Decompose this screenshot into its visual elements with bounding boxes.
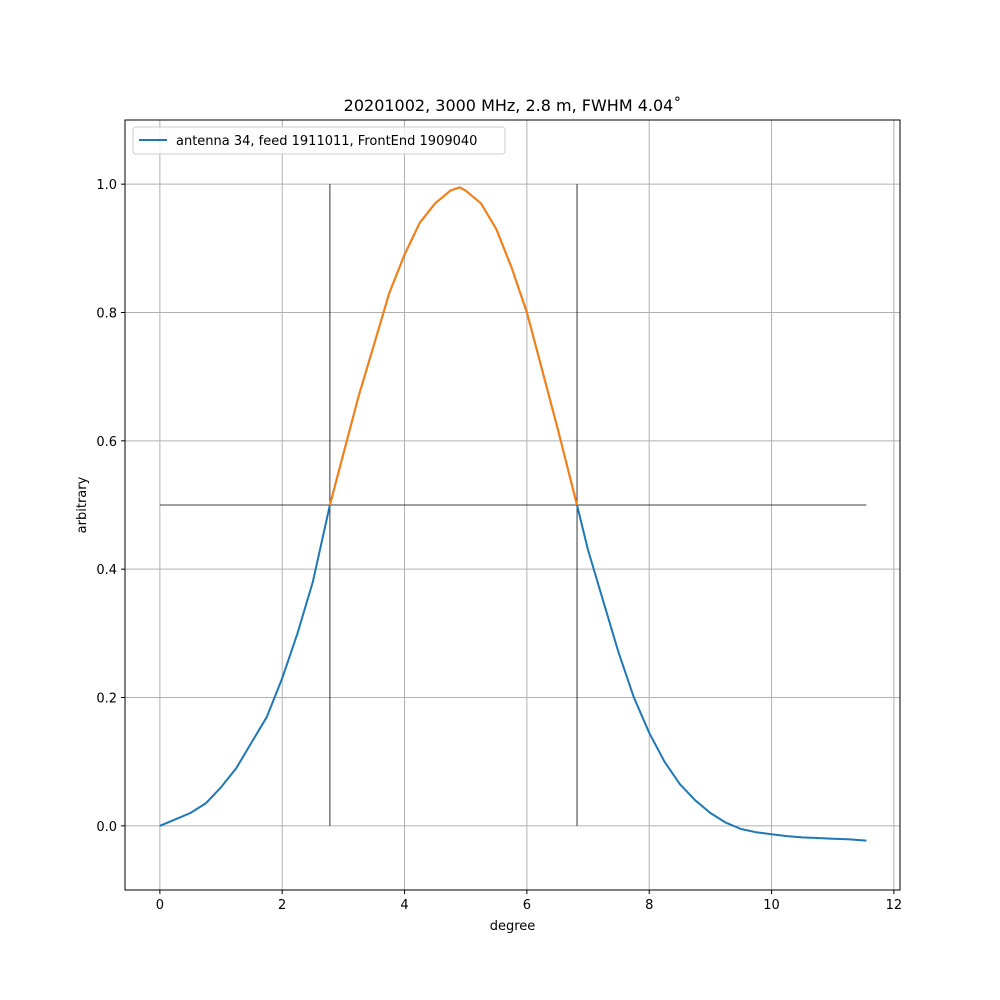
- legend: antenna 34, feed 1911011, FrontEnd 19090…: [132, 126, 506, 155]
- x-tick-label-6: 12: [886, 898, 903, 913]
- x-tick-label-2: 4: [400, 898, 408, 913]
- x-axis-label: degree: [490, 919, 536, 934]
- legend-label: antenna 34, feed 1911011, FrontEnd 19090…: [176, 134, 477, 149]
- y-tick-label-5: 1.0: [96, 178, 117, 193]
- data-series: [159, 186, 867, 842]
- x-axis-ticks: 0 2 4 6 8 10 12: [156, 890, 902, 913]
- x-tick-label-3: 6: [523, 898, 531, 913]
- legend-box: [132, 126, 506, 155]
- x-tick-label-1: 2: [278, 898, 286, 913]
- chart-title: 20201002, 3000 MHz, 2.8 m, FWHM 4.04˚: [344, 96, 682, 115]
- y-tick-label-4: 0.8: [96, 307, 117, 322]
- y-axis-label: arbitrary: [75, 476, 90, 533]
- y-tick-label-3: 0.6: [96, 435, 117, 450]
- x-tick-label-0: 0: [156, 898, 164, 913]
- x-tick-label-4: 8: [645, 898, 653, 913]
- x-tick-label-5: 10: [763, 898, 780, 913]
- y-tick-label-0: 0.0: [96, 820, 117, 835]
- axes-frame: [124, 119, 901, 891]
- y-tick-label-1: 0.2: [96, 692, 117, 707]
- fwhm-segment-line: [328, 186, 578, 506]
- y-tick-label-2: 0.4: [96, 563, 117, 578]
- y-axis-ticks: 0.0 0.2 0.4 0.6 0.8 1.0: [96, 178, 125, 835]
